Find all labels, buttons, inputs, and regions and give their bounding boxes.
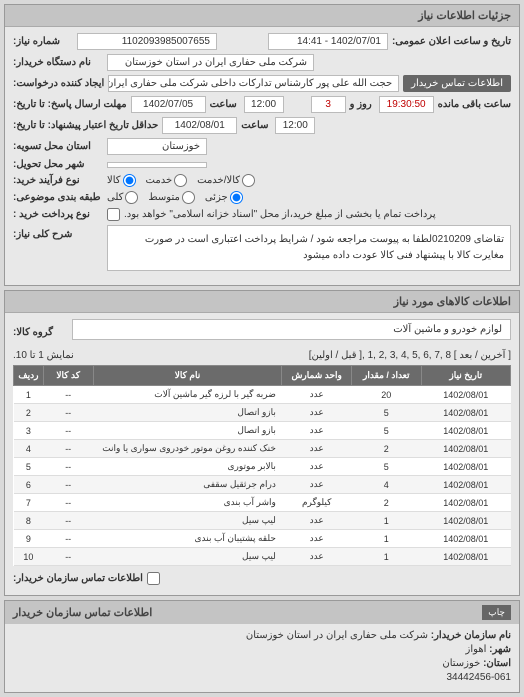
province-value: خوزستان	[107, 138, 207, 155]
table-row: 1402/08/012عددخنک کننده روغن موتور خودرو…	[14, 440, 511, 458]
request-no-label: شماره نیاز:	[13, 36, 73, 47]
goods-table: تاریخ نیاز تعداد / مقدار واحد شمارش نام …	[13, 365, 511, 566]
credit-date: 1402/08/01	[162, 117, 237, 134]
goods-info-title: اطلاعات کالاهای مورد نیاز	[5, 291, 519, 313]
remaining-hours-label: ساعت باقی مانده	[438, 99, 511, 110]
proc-opt-0[interactable]: کالا	[107, 174, 136, 187]
response-time-label: ساعت	[210, 99, 240, 110]
buyer-city-line: شهر: اهواز	[13, 644, 511, 655]
response-deadline-label: مهلت ارسال پاسخ: تا تاریخ:	[13, 99, 127, 110]
remaining-hours: 19:30:50	[379, 96, 434, 113]
table-row: 1402/08/015عددبازو اتصال--3	[14, 422, 511, 440]
col-code: کد کالا	[43, 366, 93, 386]
buyer-name-value: شرکت ملی حفاری ایران در استان خوزستان	[107, 54, 314, 71]
col-idx: ردیف	[14, 366, 44, 386]
col-unit: واحد شمارش	[282, 366, 352, 386]
packaging-radios: جزئی متوسط کلی	[107, 191, 243, 204]
city-label: شهر محل تحویل:	[13, 159, 103, 170]
goods-info-panel: اطلاعات کالاهای مورد نیاز لوازم خودرو و …	[4, 290, 520, 596]
procurement-radios: کالا/خدمت خدمت کالا	[107, 174, 255, 187]
response-date: 1402/07/05	[131, 96, 206, 113]
table-row: 1402/08/011عددلیپ سیل--8	[14, 512, 511, 530]
buyer-phone-line: 34442456-061	[13, 672, 511, 683]
proc-opt-2[interactable]: کالا/خدمت	[197, 174, 255, 187]
buyer-org-line: نام سازمان خریدار: شرکت ملی حفاری ایران …	[13, 630, 511, 641]
remaining-days-label: روز و	[350, 99, 375, 110]
buyer-contact-title: اطلاعات تماس سازمان خریدار	[13, 606, 152, 619]
response-time: 12:00	[244, 96, 284, 113]
remaining-days: 3	[311, 96, 346, 113]
pager: [ آخرین / بعد ] 8 ,7 ,6 ,5 ,4 ,3 ,2 ,1 ,…	[13, 350, 511, 361]
credit-time-label: ساعت	[241, 120, 271, 131]
buyer-name-label: نام دستگاه خریدار:	[13, 57, 103, 68]
pack-opt-1[interactable]: متوسط	[148, 191, 194, 204]
table-row: 1402/08/014عدددرام جرثقیل سقفی--6	[14, 476, 511, 494]
need-info-title: جزئیات اطلاعات نیاز	[5, 5, 519, 27]
col-date: تاریخ نیاز	[421, 366, 510, 386]
pack-opt-2[interactable]: جزئی	[205, 191, 243, 204]
buyer-contact-panel: چاپ اطلاعات تماس سازمان خریدار نام سازما…	[4, 600, 520, 693]
table-row: 1402/08/011عددلیپ سیل--10	[14, 548, 511, 566]
request-no-value: 1102093985007655	[77, 33, 217, 50]
table-row: 1402/08/015عددبازو اتصال--2	[14, 404, 511, 422]
contact-label: اطلاعات تماس سازمان خریدار:	[13, 573, 143, 584]
table-row: 1402/08/012کیلوگرمواشر آب بندی--7	[14, 494, 511, 512]
payment-check: پرداخت تمام یا بخشی از مبلغ خرید،از محل …	[107, 208, 436, 221]
requester-value: حجت الله علی پور کارشناس تدارکات داخلی ش…	[108, 75, 399, 92]
contact-buyer-button[interactable]: اطلاعات تماس خریدار	[403, 75, 511, 92]
col-qty: تعداد / مقدار	[351, 366, 421, 386]
table-row: 1402/08/011عددحلقه پشتیبان آب بندی--9	[14, 530, 511, 548]
col-name: نام کالا	[93, 366, 282, 386]
table-row: 1402/08/015عددبالابر موتوری--5	[14, 458, 511, 476]
need-info-panel: جزئیات اطلاعات نیاز تاریخ و ساعت اعلان ع…	[4, 4, 520, 286]
contact-checkbox[interactable]	[147, 572, 160, 585]
city-value	[107, 162, 207, 168]
print-button[interactable]: چاپ	[482, 605, 511, 620]
payment-label: نوع پرداخت خرید :	[13, 209, 103, 220]
overall-desc-value: تقاضای 0210209لطفا به پیوست مراجعه شود /…	[107, 225, 511, 271]
payment-checkbox[interactable]	[107, 208, 120, 221]
pager-summary: نمایش 1 تا 10.	[13, 350, 74, 361]
public-announce-label: تاریخ و ساعت اعلان عمومی:	[392, 36, 511, 47]
goods-header-row: تاریخ نیاز تعداد / مقدار واحد شمارش نام …	[14, 366, 511, 386]
credit-deadline-label: حداقل تاریخ اعتبار پیشنهاد: تا تاریخ:	[13, 120, 158, 131]
packaging-label: طبقه بندی موضوعی:	[13, 192, 103, 203]
buyer-province-line: استان: خوزستان	[13, 658, 511, 669]
public-announce-value: 1402/07/01 - 14:41	[268, 33, 388, 50]
overall-desc-label: شرح کلی نیاز:	[13, 225, 103, 240]
proc-opt-1[interactable]: خدمت	[146, 174, 188, 187]
group-value: لوازم خودرو و ماشین آلات	[72, 319, 511, 340]
table-row: 1402/08/0120عددضربه گیر با لرزه گیر ماشی…	[14, 386, 511, 404]
group-label: گروه کالا:	[13, 327, 68, 338]
credit-time: 12:00	[275, 117, 315, 134]
province-label: استان محل تسویه:	[13, 141, 103, 152]
requester-label: ایجاد کننده درخواست:	[13, 78, 104, 89]
pack-opt-0[interactable]: کلی	[107, 191, 138, 204]
procurement-label: نوع فرآیند خرید:	[13, 175, 103, 186]
pager-nav[interactable]: [ آخرین / بعد ] 8 ,7 ,6 ,5 ,4 ,3 ,2 ,1 ,…	[309, 350, 511, 361]
